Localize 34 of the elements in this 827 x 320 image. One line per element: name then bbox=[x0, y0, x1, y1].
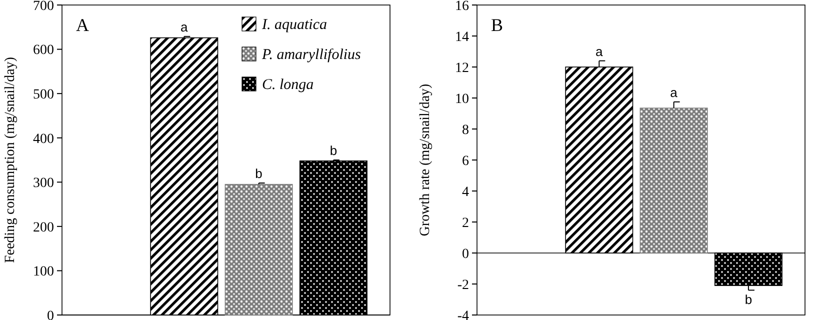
legend-label: C. longa bbox=[262, 77, 314, 93]
y-tick-label: 0 bbox=[47, 308, 54, 320]
y-tick-label: 6 bbox=[462, 154, 469, 169]
bar bbox=[224, 184, 293, 316]
y-tick-label: 10 bbox=[455, 92, 469, 107]
y-tick-label: 16 bbox=[455, 0, 469, 14]
y-tick-label: 2 bbox=[462, 216, 469, 231]
legend-label: I. aquatica bbox=[261, 17, 327, 33]
y-tick-label: -2 bbox=[457, 278, 469, 293]
annotation: B bbox=[491, 15, 504, 35]
y-tick-label: 8 bbox=[462, 122, 469, 138]
y-tick-label: 700 bbox=[33, 0, 54, 14]
y-axis-title: Feeding consumption (mg/snail/day) bbox=[3, 56, 18, 264]
legend-label: P. amaryllifolius bbox=[261, 47, 362, 63]
annotation: a bbox=[180, 19, 189, 34]
y-tick-label: 600 bbox=[33, 43, 54, 58]
y-tick-label: -4 bbox=[457, 308, 469, 320]
annotation: A bbox=[76, 15, 89, 35]
y-tick-label: 0 bbox=[462, 246, 469, 262]
y-tick-label: 14 bbox=[455, 30, 469, 45]
y-tick-label: 12 bbox=[455, 60, 469, 76]
y-tick-label: 200 bbox=[33, 220, 54, 236]
annotation: b bbox=[255, 166, 262, 182]
y-axis-title: Growth rate (mg/snail/day) bbox=[418, 83, 433, 236]
annotation: b bbox=[744, 292, 752, 308]
bar bbox=[640, 108, 708, 254]
y-tick-label: 300 bbox=[33, 176, 54, 192]
y-tick-label: 500 bbox=[33, 87, 54, 102]
y-tick-label: 100 bbox=[33, 264, 54, 280]
annotation: a bbox=[596, 44, 604, 59]
y-tick-label: 4 bbox=[462, 184, 469, 200]
annotation: b bbox=[330, 143, 338, 158]
annotation: a bbox=[670, 84, 678, 100]
y-tick-label: 400 bbox=[33, 132, 54, 147]
